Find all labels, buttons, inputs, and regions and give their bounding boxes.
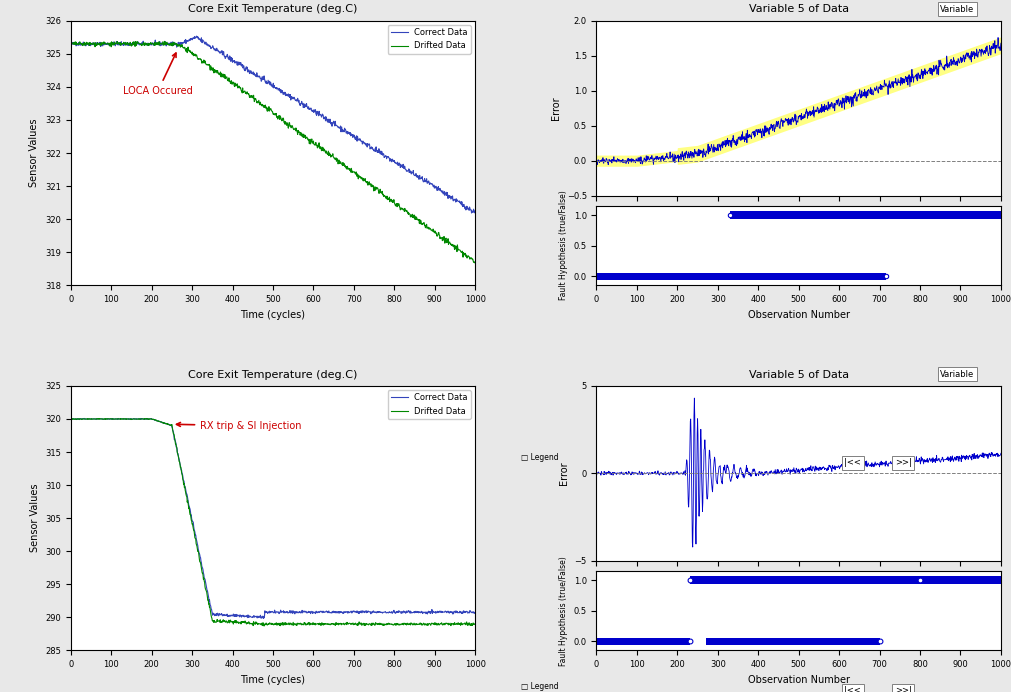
Bar [690, 576, 920, 584]
Text: □ Legend: □ Legend [521, 453, 558, 462]
Text: □ Legend: □ Legend [521, 682, 558, 691]
Correct Data [423, 176, 435, 185]
Drifted Data [65, 39, 77, 47]
Drifted Data [258, 622, 270, 630]
Drifted Data [423, 225, 435, 233]
Point [912, 574, 928, 585]
Drifted Data [469, 619, 481, 628]
Drifted Data [380, 619, 392, 628]
Correct Data [65, 39, 77, 48]
Drifted Data [148, 415, 160, 424]
Point [722, 210, 738, 221]
Y-axis label: Error: Error [551, 96, 561, 120]
Correct Data [469, 608, 481, 617]
Text: Variable: Variable [940, 5, 975, 14]
Correct Data [78, 415, 90, 423]
Y-axis label: Fault Hypothesis (true/False): Fault Hypothesis (true/False) [559, 556, 568, 666]
Drifted Data [147, 39, 159, 48]
Line: Drifted Data: Drifted Data [71, 42, 475, 263]
Correct Data [423, 608, 435, 617]
Title: Core Exit Temperature (deg.C): Core Exit Temperature (deg.C) [188, 4, 358, 15]
Bar [706, 637, 880, 645]
Legend: Correct Data, Drifted Data: Correct Data, Drifted Data [387, 25, 471, 54]
Point [681, 636, 698, 647]
Y-axis label: Fault Hypothesis (true/False): Fault Hypothesis (true/False) [559, 191, 568, 300]
Y-axis label: Sensor Values: Sensor Values [29, 484, 39, 552]
Drifted Data [89, 415, 101, 424]
Point [681, 574, 698, 585]
Correct Data [395, 161, 407, 169]
Point [871, 636, 888, 647]
Correct Data [450, 607, 462, 615]
Bar [596, 273, 886, 280]
Correct Data [148, 415, 160, 424]
Text: LOCA Occured: LOCA Occured [123, 53, 193, 95]
X-axis label: Observation Number: Observation Number [748, 675, 849, 685]
Drifted Data [159, 37, 171, 46]
Drifted Data [142, 415, 154, 423]
Legend: Correct Data, Drifted Data: Correct Data, Drifted Data [387, 390, 471, 419]
Correct Data [65, 415, 77, 424]
Drifted Data [65, 415, 77, 423]
Text: Variable: Variable [940, 370, 975, 379]
Correct Data [257, 614, 269, 623]
Correct Data [89, 40, 101, 48]
Correct Data [147, 39, 159, 47]
Text: >>|: >>| [895, 686, 912, 692]
Line: Correct Data: Correct Data [71, 419, 475, 619]
Title: Variable 5 of Data: Variable 5 of Data [748, 370, 849, 379]
Drifted Data [380, 192, 392, 201]
Bar [730, 211, 1001, 219]
Drifted Data [469, 259, 481, 267]
Correct Data [469, 207, 481, 215]
Text: RX trip & SI Injection: RX trip & SI Injection [177, 421, 301, 431]
Correct Data [380, 609, 392, 617]
Correct Data [395, 608, 407, 617]
Text: |<<: |<< [844, 686, 861, 692]
X-axis label: Observation Number: Observation Number [748, 309, 849, 320]
Title: Variable 5 of Data: Variable 5 of Data [748, 4, 849, 15]
Point [878, 271, 894, 282]
Line: Correct Data: Correct Data [71, 36, 475, 213]
Drifted Data [450, 620, 462, 628]
Title: Core Exit Temperature (deg.C): Core Exit Temperature (deg.C) [188, 370, 358, 379]
Line: Drifted Data: Drifted Data [71, 419, 475, 626]
Y-axis label: Sensor Values: Sensor Values [29, 119, 39, 188]
Text: |<<: |<< [844, 458, 861, 467]
Correct Data [450, 198, 462, 206]
Drifted Data [395, 620, 407, 628]
Y-axis label: Error: Error [559, 462, 569, 485]
Drifted Data [89, 39, 101, 47]
Correct Data [190, 32, 202, 40]
Drifted Data [395, 203, 407, 212]
Correct Data [465, 209, 477, 217]
X-axis label: Time (cycles): Time (cycles) [241, 309, 305, 320]
Drifted Data [469, 258, 481, 266]
X-axis label: Time (cycles): Time (cycles) [241, 675, 305, 685]
Bar [596, 637, 690, 645]
Correct Data [90, 415, 102, 423]
Drifted Data [423, 619, 435, 628]
Drifted Data [450, 244, 462, 253]
Correct Data [380, 152, 392, 161]
Bar [920, 576, 1001, 584]
Text: >>|: >>| [895, 458, 912, 467]
